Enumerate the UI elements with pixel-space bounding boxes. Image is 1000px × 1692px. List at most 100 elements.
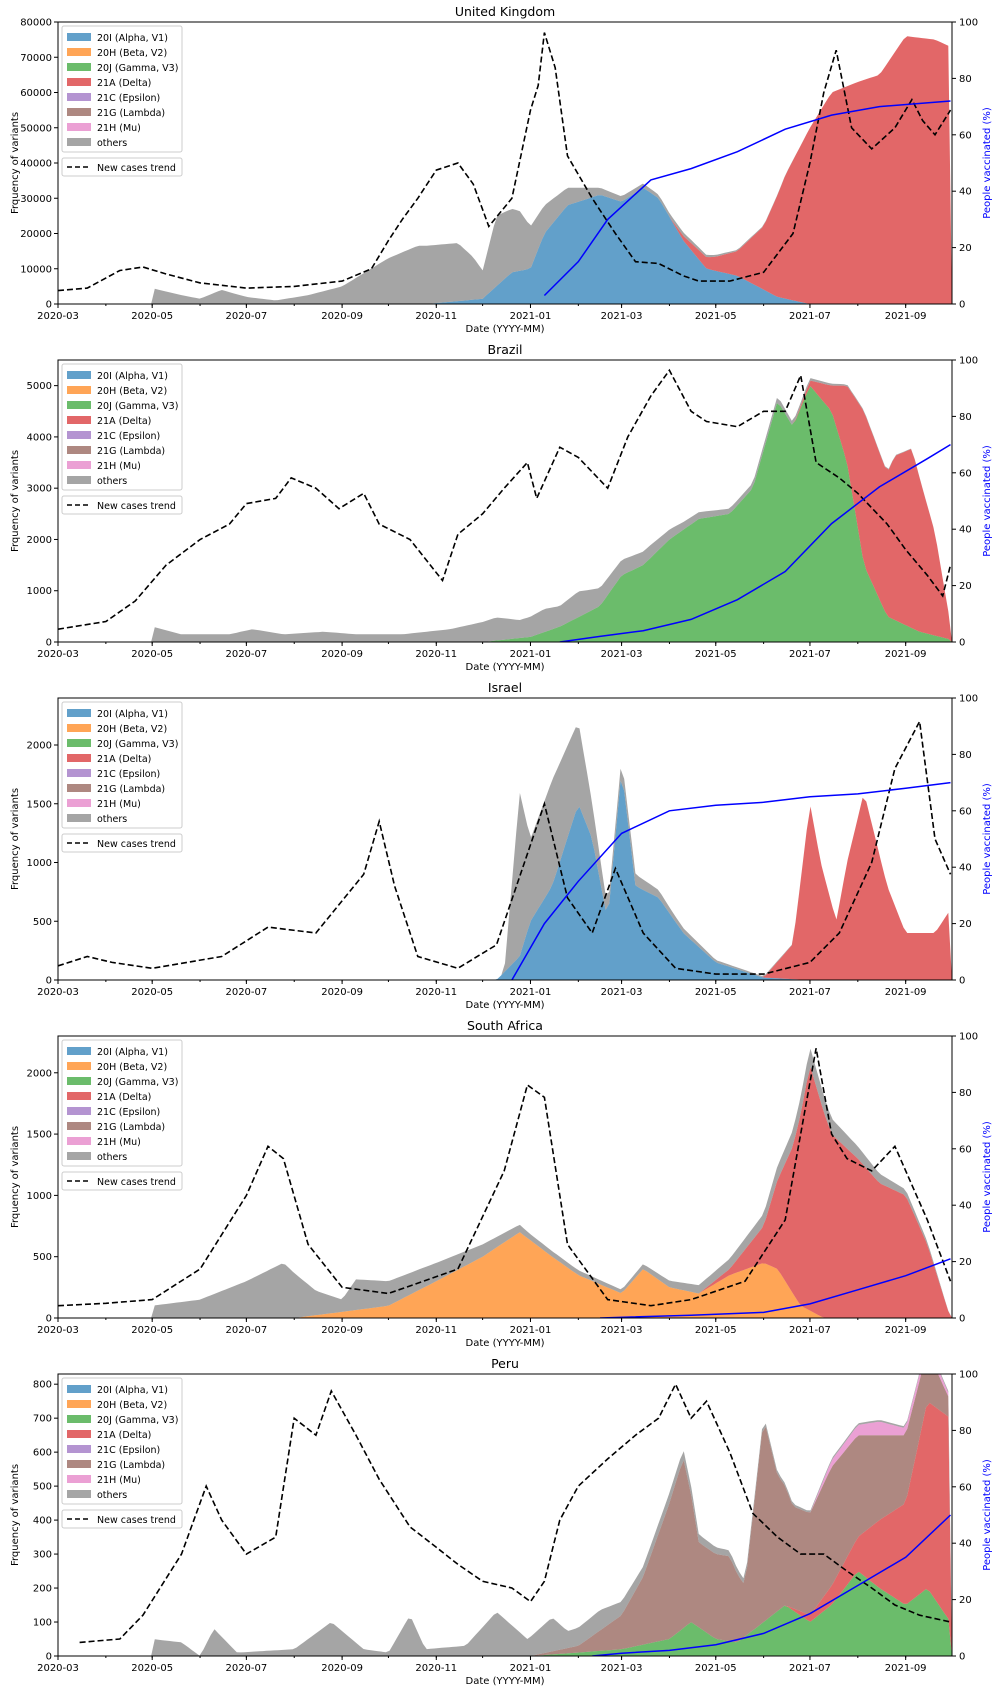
legend-swatch bbox=[67, 401, 91, 409]
trend-legend-label: New cases trend bbox=[97, 501, 176, 512]
stacked-areas bbox=[58, 1374, 952, 1656]
y2-tick-label: 60 bbox=[959, 1482, 972, 1493]
cases-trend-line bbox=[58, 1048, 952, 1307]
y-tick-label: 5000 bbox=[27, 381, 52, 392]
y2-tick-label: 100 bbox=[959, 1032, 978, 1043]
legend-swatch bbox=[67, 123, 91, 131]
legend-label: 20J (Gamma, V3) bbox=[97, 401, 178, 412]
legend: 20I (Alpha, V1) 20H (Beta, V2) 20J (Gamma,… bbox=[61, 1039, 183, 1191]
legend-label: 21C (Epsilon) bbox=[97, 769, 160, 780]
trend-legend-label: New cases trend bbox=[97, 1515, 176, 1526]
y-tick-label: 2000 bbox=[27, 535, 52, 546]
x-tick-label: 2021-07 bbox=[789, 649, 831, 660]
legend-swatch bbox=[67, 446, 91, 454]
trend-legend-box bbox=[61, 833, 183, 853]
legend-label: 21A (Delta) bbox=[97, 754, 151, 765]
legend-swatch bbox=[67, 476, 91, 484]
legend-swatch bbox=[67, 754, 91, 762]
y-tick-label: 1000 bbox=[27, 586, 52, 597]
x-tick-label: 2021-09 bbox=[885, 311, 927, 322]
y-tick-label: 500 bbox=[33, 917, 52, 928]
y-tick-label: 4000 bbox=[27, 432, 52, 443]
y2-tick-label: 100 bbox=[959, 694, 978, 705]
y2-tick-label: 40 bbox=[959, 187, 972, 198]
y-tick-label: 20000 bbox=[20, 229, 52, 240]
y2-axis-label: People vaccinated (%) bbox=[982, 107, 993, 219]
x-tick-label: 2021-09 bbox=[885, 987, 927, 998]
y2-tick-label: 0 bbox=[959, 300, 965, 311]
stacked-areas bbox=[58, 36, 952, 304]
plot-frame bbox=[57, 1373, 953, 1657]
legend-label: 21G (Lambda) bbox=[97, 1122, 165, 1133]
y2-tick-label: 20 bbox=[959, 581, 972, 592]
x-tick-label: 2020-09 bbox=[321, 1663, 363, 1674]
legend-label: others bbox=[97, 814, 127, 825]
plot-frame bbox=[57, 359, 953, 643]
y2-tick-label: 40 bbox=[959, 1539, 972, 1550]
chart-title: Peru bbox=[491, 1356, 519, 1371]
legend-label: 21H (Mu) bbox=[97, 123, 141, 134]
cases-trend-line bbox=[58, 368, 952, 630]
legend-label: 20J (Gamma, V3) bbox=[97, 1077, 178, 1088]
x-tick-label: 2020-11 bbox=[415, 1663, 457, 1674]
x-tick-label: 2020-03 bbox=[37, 987, 79, 998]
x-tick-label: 2020-09 bbox=[321, 311, 363, 322]
stacked-areas bbox=[58, 378, 952, 642]
x-tick-label: 2020-05 bbox=[131, 311, 173, 322]
x-tick-label: 2020-05 bbox=[131, 1663, 173, 1674]
x-tick-label: 2021-09 bbox=[885, 1663, 927, 1674]
legend-swatch bbox=[67, 1062, 91, 1070]
chart-panel: Brazil 2020-03 2020-05 2020-07 2020-09 2020-1… bbox=[10, 342, 993, 673]
y2-axis-label: People vaccinated (%) bbox=[982, 1459, 993, 1571]
x-tick-label: 2021-05 bbox=[695, 311, 737, 322]
series-area bbox=[58, 386, 952, 642]
legend-label: others bbox=[97, 476, 127, 487]
series-area bbox=[58, 1232, 952, 1318]
x-axis-label: Date (YYYY-MM) bbox=[466, 1000, 545, 1011]
y2-tick-label: 20 bbox=[959, 1257, 972, 1268]
y2-tick-label: 100 bbox=[959, 18, 978, 29]
legend-label: 20H (Beta, V2) bbox=[97, 724, 167, 735]
y-tick-label: 1500 bbox=[27, 799, 52, 810]
y-tick-label: 100 bbox=[33, 1618, 52, 1629]
x-tick-label: 2021-03 bbox=[601, 649, 643, 660]
x-tick-label: 2020-07 bbox=[225, 649, 267, 660]
legend-swatch bbox=[67, 48, 91, 56]
legend-swatch bbox=[67, 1415, 91, 1423]
stacked-areas bbox=[58, 727, 952, 980]
legend-label: 20J (Gamma, V3) bbox=[97, 1415, 178, 1426]
y-tick-label: 1000 bbox=[27, 858, 52, 869]
series-area bbox=[58, 1571, 952, 1656]
legend-swatch bbox=[67, 1122, 91, 1130]
trend-legend-box bbox=[61, 1171, 183, 1191]
trend-legend-label: New cases trend bbox=[97, 839, 176, 850]
legend-label: 20I (Alpha, V1) bbox=[97, 33, 168, 44]
vaccinated-line bbox=[599, 1258, 951, 1318]
x-tick-label: 2021-03 bbox=[601, 987, 643, 998]
x-tick-label: 2021-03 bbox=[601, 1663, 643, 1674]
legend-label: 20H (Beta, V2) bbox=[97, 48, 167, 59]
y2-tick-label: 80 bbox=[959, 412, 972, 423]
legend-label: 20I (Alpha, V1) bbox=[97, 1385, 168, 1396]
y2-tick-label: 20 bbox=[959, 243, 972, 254]
x-tick-label: 2021-09 bbox=[885, 649, 927, 660]
y-tick-label: 0 bbox=[46, 638, 52, 649]
legend-label: 20H (Beta, V2) bbox=[97, 1400, 167, 1411]
chart-panel: United Kingdom 2020-03 2020-05 2020-07 2020-… bbox=[10, 4, 993, 335]
x-tick-label: 2020-03 bbox=[37, 1325, 79, 1336]
x-tick-label: 2020-05 bbox=[131, 649, 173, 660]
legend-label: 21G (Lambda) bbox=[97, 446, 165, 457]
x-tick-label: 2020-03 bbox=[37, 1663, 79, 1674]
legend: 20I (Alpha, V1) 20H (Beta, V2) 20J (Gamma,… bbox=[61, 363, 183, 515]
x-tick-label: 2020-11 bbox=[415, 987, 457, 998]
y-tick-label: 500 bbox=[33, 1482, 52, 1493]
legend: 20I (Alpha, V1) 20H (Beta, V2) 20J (Gamma,… bbox=[61, 701, 183, 853]
series-area bbox=[58, 1067, 952, 1318]
legend-label: 21C (Epsilon) bbox=[97, 1445, 160, 1456]
legend-box bbox=[61, 1039, 183, 1167]
legend-label: others bbox=[97, 1152, 127, 1163]
legend-swatch bbox=[67, 1445, 91, 1453]
legend-label: 21H (Mu) bbox=[97, 1137, 141, 1148]
y-axis-label: Frquency of variants bbox=[10, 1464, 21, 1566]
legend-label: 21G (Lambda) bbox=[97, 108, 165, 119]
